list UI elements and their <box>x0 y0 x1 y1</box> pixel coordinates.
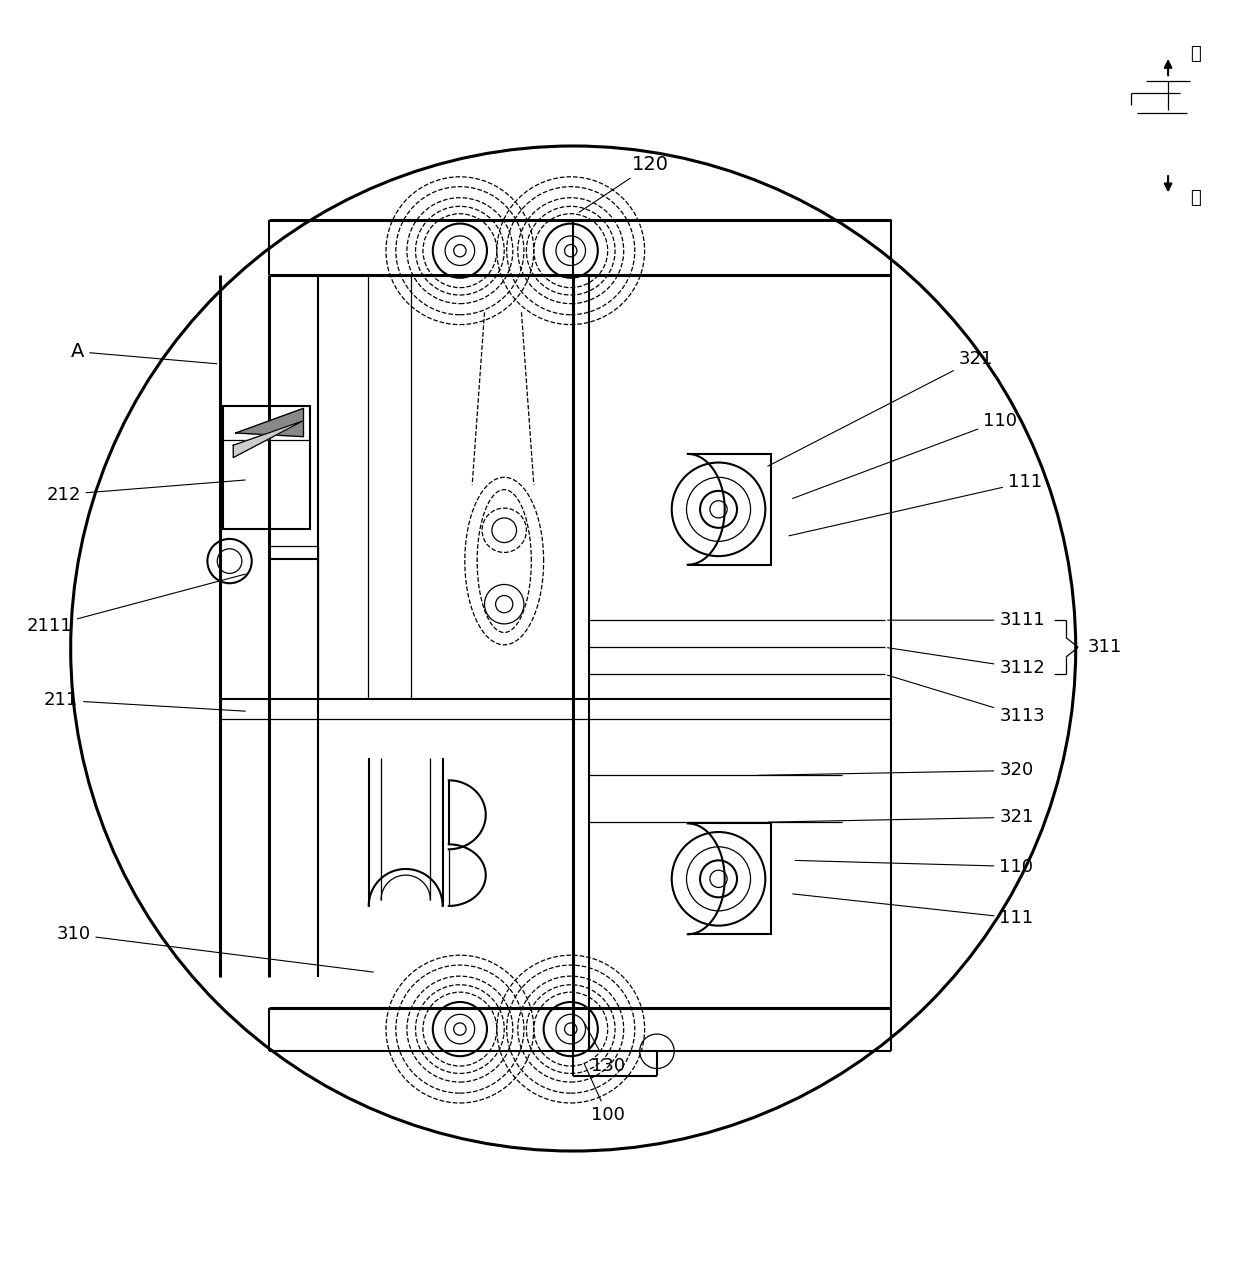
Text: A: A <box>71 342 217 364</box>
Text: 110: 110 <box>795 858 1033 875</box>
Text: 321: 321 <box>768 350 993 467</box>
Text: 100: 100 <box>584 1064 625 1125</box>
Text: 2111: 2111 <box>26 574 246 635</box>
Text: 310: 310 <box>56 925 373 972</box>
Text: 320: 320 <box>758 762 1034 779</box>
Text: 111: 111 <box>792 894 1033 927</box>
Polygon shape <box>236 409 304 436</box>
Text: 120: 120 <box>579 156 670 213</box>
Text: 上: 上 <box>1190 44 1202 62</box>
Text: 下: 下 <box>1190 188 1202 206</box>
Polygon shape <box>233 421 304 458</box>
Text: 130: 130 <box>584 1023 625 1075</box>
Text: 3113: 3113 <box>888 676 1045 725</box>
Text: 311: 311 <box>1087 639 1122 657</box>
Text: 3112: 3112 <box>888 648 1045 677</box>
Text: 3111: 3111 <box>888 611 1045 629</box>
Text: 110: 110 <box>792 411 1017 498</box>
Text: 111: 111 <box>789 473 1042 536</box>
Bar <box>223 406 310 529</box>
Text: 321: 321 <box>768 808 1034 826</box>
Text: 212: 212 <box>46 479 246 503</box>
Text: 211: 211 <box>43 691 246 711</box>
